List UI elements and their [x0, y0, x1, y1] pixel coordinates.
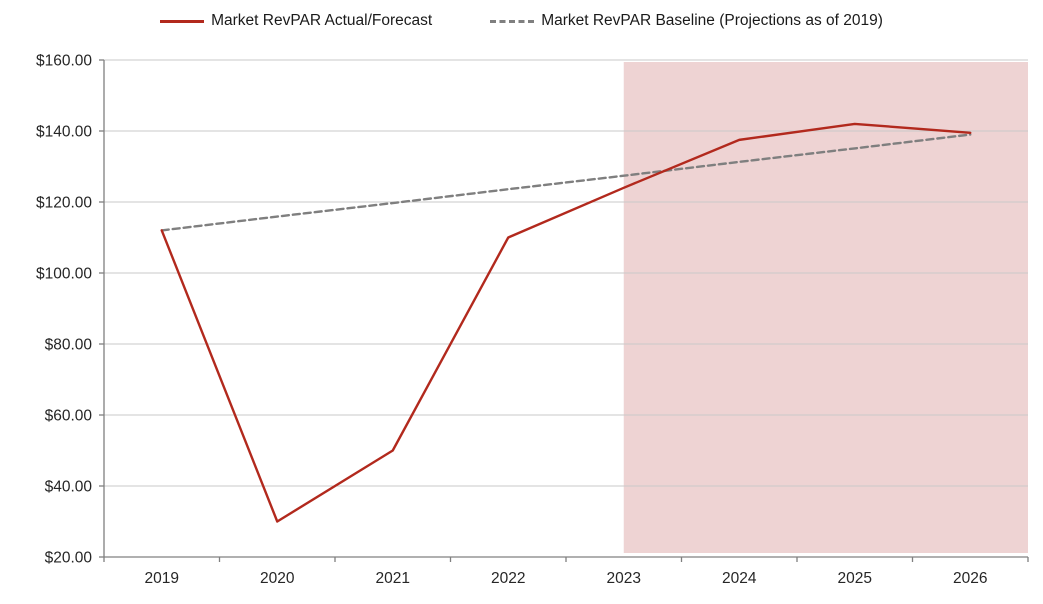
y-tick-label: $60.00: [45, 408, 93, 425]
x-tick-label: 2020: [260, 570, 295, 587]
y-tick-label: $20.00: [45, 550, 93, 567]
y-tick-label: $160.00: [36, 53, 92, 70]
y-tick-label: $40.00: [45, 479, 93, 496]
x-axis-labels: 2019 2020 2021 2022 2023 2024 2025 2026: [145, 570, 988, 587]
y-tick-label: $100.00: [36, 266, 92, 283]
legend-label-baseline: Market RevPAR Baseline (Projections as o…: [541, 12, 883, 29]
chart-legend: Market RevPAR Actual/Forecast Market Rev…: [0, 10, 1043, 32]
x-tick-label: 2026: [953, 570, 987, 587]
legend-line-solid-icon: [160, 19, 205, 23]
series-baseline-line: [160, 133, 972, 232]
forecast-shaded-region: [623, 62, 1028, 553]
y-tick-label: $120.00: [36, 195, 92, 212]
x-tick-label: 2023: [607, 570, 641, 587]
x-tick-label: 2024: [722, 570, 757, 587]
y-axis-labels: $20.00 $40.00 $60.00 $80.00 $100.00 $120.00 $1…: [36, 53, 92, 567]
series-actual-forecast-line: [160, 122, 972, 523]
legend-item-baseline: Market RevPAR Baseline (Projections as o…: [490, 12, 883, 30]
y-tick-label: $140.00: [36, 124, 92, 141]
legend-label-actual: Market RevPAR Actual/Forecast: [211, 12, 433, 29]
axes: [99, 59, 1029, 562]
gridlines: [104, 59, 1028, 487]
x-tick-label: 2022: [491, 570, 525, 587]
legend-item-actual: Market RevPAR Actual/Forecast: [160, 12, 432, 30]
legend-line-dashed-icon: [490, 19, 535, 23]
y-tick-label: $80.00: [45, 337, 93, 354]
x-tick-label: 2019: [145, 570, 179, 587]
x-tick-label: 2025: [838, 570, 872, 587]
x-tick-label: 2021: [376, 570, 410, 587]
